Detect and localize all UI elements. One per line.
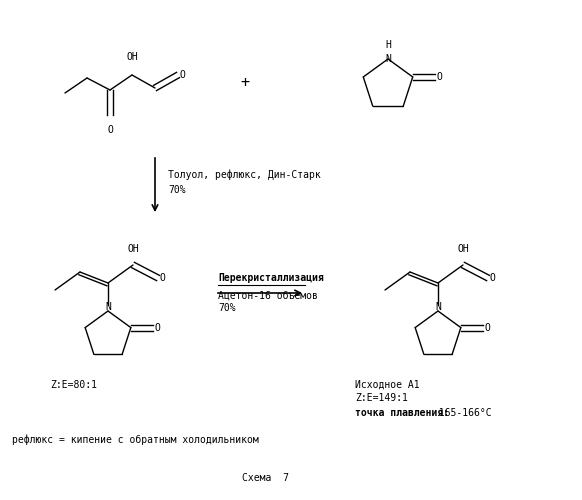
Text: Z:E=149:1: Z:E=149:1: [355, 393, 408, 403]
Text: O: O: [155, 322, 161, 332]
Text: 70%: 70%: [218, 303, 236, 313]
Text: Ацетон-16 объемов: Ацетон-16 объемов: [218, 290, 318, 300]
Text: N: N: [105, 302, 111, 312]
Text: 165-166°C: 165-166°C: [427, 408, 492, 418]
Text: Схема  7: Схема 7: [242, 473, 289, 483]
Text: OH: OH: [127, 244, 139, 254]
Text: H: H: [385, 40, 391, 50]
Text: O: O: [107, 125, 113, 135]
Text: O: O: [180, 70, 186, 80]
Text: N: N: [435, 302, 441, 312]
Text: 70%: 70%: [168, 185, 186, 195]
Text: +: +: [240, 74, 250, 90]
Text: N: N: [385, 54, 391, 64]
Text: точка плавления:: точка плавления:: [355, 408, 449, 418]
Text: O: O: [436, 72, 442, 82]
Text: рефлюкс = кипение с обратным холодильником: рефлюкс = кипение с обратным холодильник…: [12, 434, 259, 445]
Text: Исходное A1: Исходное A1: [355, 380, 420, 390]
Text: OH: OH: [457, 244, 469, 254]
Text: O: O: [485, 322, 491, 332]
Text: OH: OH: [126, 52, 138, 62]
Text: Z:E=80:1: Z:E=80:1: [50, 380, 97, 390]
Text: Перекристаллизация: Перекристаллизация: [218, 273, 324, 283]
Text: O: O: [490, 273, 496, 283]
Text: O: O: [160, 273, 166, 283]
Text: Толуол, рефлюкс, Дин-Старк: Толуол, рефлюкс, Дин-Старк: [168, 170, 321, 180]
